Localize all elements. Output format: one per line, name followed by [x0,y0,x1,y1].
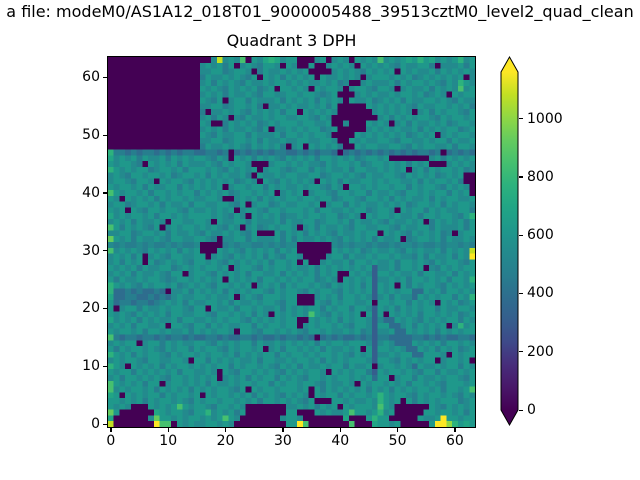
x-tick-mark [167,428,169,432]
heatmap-plot [107,56,476,428]
y-tick-label: 10 [82,358,100,375]
y-tick-mark [103,192,107,194]
colorbar-tick-label: 200 [527,343,554,360]
axes-title: Quadrant 3 DPH [226,31,357,50]
colorbar-tick-mark [519,234,523,236]
x-tick-label: 40 [331,433,350,449]
x-tick-label: 0 [106,433,116,449]
x-tick-mark [454,428,456,432]
y-tick-label: 50 [82,127,100,144]
heatmap-image [108,57,475,427]
x-tick-mark [225,428,227,432]
x-tick-mark [339,428,341,432]
x-tick-label: 30 [273,433,292,449]
y-tick-mark [103,423,107,425]
y-tick-label: 20 [82,300,100,317]
x-tick-label: 60 [446,433,464,449]
y-tick-label: 30 [82,242,100,259]
colorbar-tick-label: 1000 [527,110,563,127]
y-tick-mark [103,250,107,252]
x-tick-label: 20 [216,433,235,449]
y-tick-label: 60 [82,69,100,86]
x-tick-label: 50 [388,433,407,449]
colorbar-tick-mark [519,351,523,353]
colorbar-tick-mark [519,176,523,178]
colorbar-tick-label: 600 [527,227,554,244]
colorbar-tick-mark [519,292,523,295]
y-tick-mark [103,365,107,367]
colorbar-tick-mark [519,409,523,411]
y-tick-mark [103,76,107,78]
y-tick-label: 40 [82,184,100,201]
colorbar-tick-mark [519,118,523,120]
colorbar-tick-label: 0 [527,402,536,418]
y-tick-mark [103,307,107,310]
figure-suptitle: a file: modeM0/AS1A12_018T01_9000005488_… [6,2,634,21]
x-tick-label: 10 [159,433,178,449]
x-tick-mark [282,428,284,432]
y-tick-mark [103,134,107,136]
y-tick-label: 0 [91,416,100,433]
colorbar-gradient-bar [500,55,519,427]
colorbar-tick-label: 800 [527,168,554,185]
x-tick-mark [397,428,399,432]
colorbar-tick-label: 400 [527,285,554,302]
x-tick-mark [110,428,112,432]
